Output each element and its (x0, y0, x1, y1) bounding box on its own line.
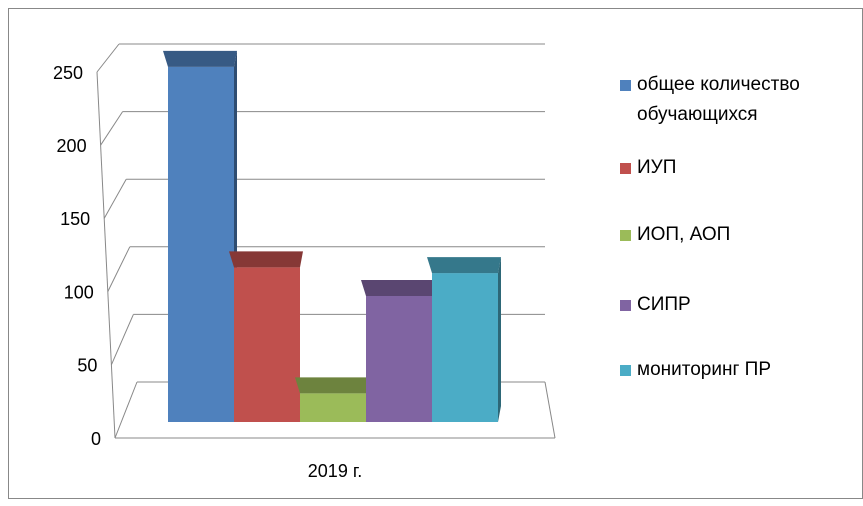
bar (366, 295, 432, 422)
bar (168, 66, 234, 422)
grid-line (110, 314, 134, 366)
y-tick-label: 0 (91, 429, 101, 449)
bar-top (229, 251, 303, 268)
bar (432, 273, 498, 422)
bar (300, 393, 366, 422)
grid-line (100, 111, 124, 146)
bar-top (361, 279, 435, 296)
grid-line (103, 178, 127, 219)
y-tick-label: 150 (60, 209, 90, 229)
y-axis (96, 71, 116, 439)
legend-swatch (620, 163, 631, 174)
x-tick-label: 2019 г. (308, 461, 362, 481)
bar (234, 267, 300, 422)
legend-label: СИПР (637, 294, 691, 315)
legend-label: общее количество обучающихся (637, 74, 800, 125)
y-tick-label: 50 (77, 356, 97, 376)
legend-item: ИУП (620, 153, 855, 183)
y-tick-label: 250 (53, 63, 83, 83)
bar-top (163, 50, 237, 67)
legend-item: ИОП, АОП (620, 220, 855, 250)
bar-top (295, 377, 369, 394)
legend-item: общее количество обучающихся (620, 70, 855, 130)
grid-line (107, 246, 131, 292)
legend-label: мониторинг ПР (637, 359, 772, 380)
y-tick-label: 200 (57, 136, 87, 156)
bar-side (498, 257, 501, 422)
floor-edge (544, 381, 556, 439)
legend-swatch (620, 230, 631, 241)
y-tick-label: 100 (64, 282, 94, 302)
legend-label: ИОП, АОП (637, 224, 731, 245)
legend-swatch (620, 300, 631, 311)
legend-swatch (620, 365, 631, 376)
grid-line (96, 43, 120, 73)
grid-line (114, 381, 138, 439)
bar-top (427, 257, 501, 274)
legend-item: СИПР (620, 290, 855, 320)
legend-label: ИУП (637, 157, 677, 178)
legend-swatch (620, 80, 631, 91)
legend-item: мониторинг ПР (620, 355, 855, 385)
